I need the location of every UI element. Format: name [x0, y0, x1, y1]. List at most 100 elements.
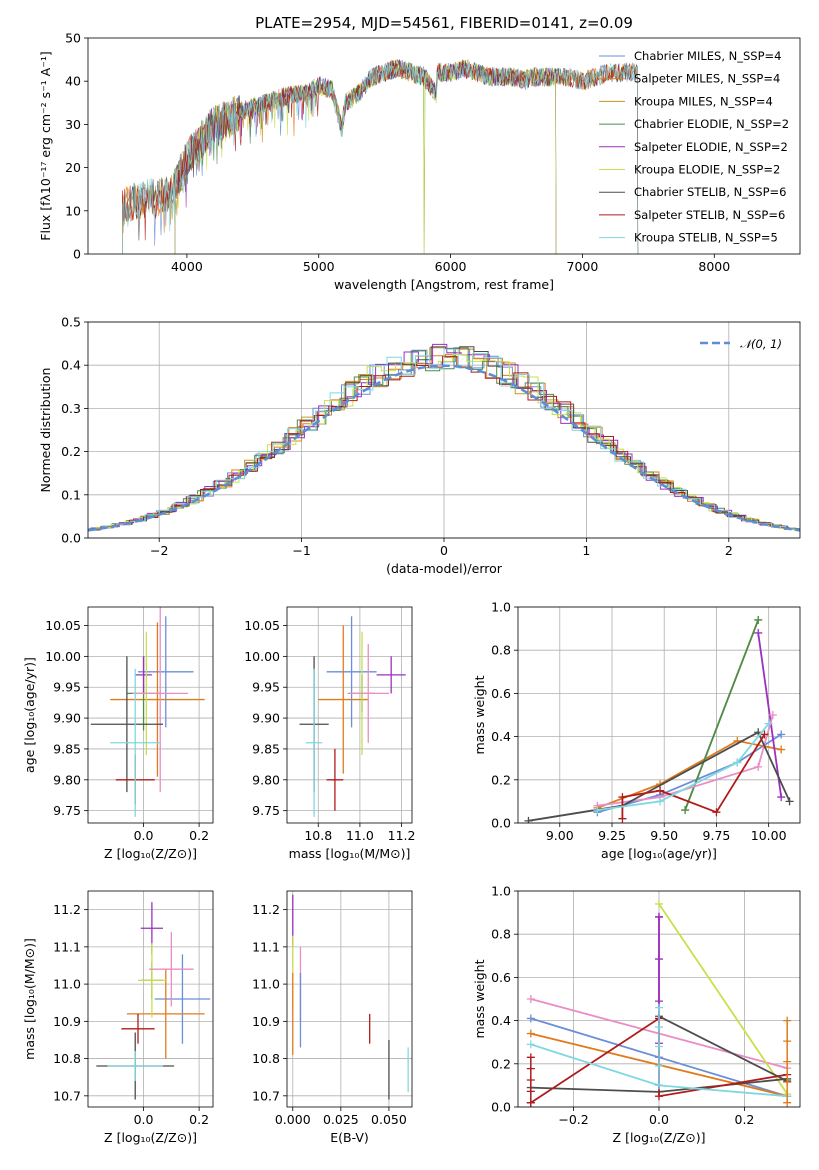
point-marker	[526, 1076, 535, 1084]
point-marker	[655, 1092, 663, 1101]
x-axis-label: mass [log₁₀(M/M⊙)]	[289, 846, 411, 861]
axes-frame	[87, 606, 214, 824]
legend-entry: Kroupa STELIB, N_SSP=5	[634, 231, 778, 245]
y-tick-label: 0.0	[491, 1100, 511, 1115]
y-tick-label: 10.8	[53, 1051, 81, 1066]
y-tick-label: 11.1	[252, 939, 280, 954]
x-tick-label: 9.75	[703, 828, 731, 843]
axes-frame	[517, 890, 801, 1108]
y-tick-label: 10.9	[252, 1014, 280, 1029]
x-tick-label: 0.050	[371, 1112, 407, 1127]
y-tick-label: 20	[65, 160, 81, 175]
y-axis-label: mass weight	[472, 959, 487, 1038]
errorbar-point	[132, 607, 188, 793]
y-tick-label: 0.3	[61, 401, 81, 416]
mass-vs-Z-panel: 0.0 0.2 10.7 10.8 10.9 11.0 11.1 11.2 Z [log₁₀(Z…	[22, 890, 214, 1145]
point-marker	[783, 1078, 792, 1087]
y-tick-label: 0.8	[491, 927, 511, 942]
errorbar-point	[347, 644, 390, 743]
y-tick-label: 9.90	[53, 711, 81, 726]
errorbar-point	[138, 943, 166, 1018]
y-tick-label: 0.4	[491, 1013, 511, 1028]
point-marker	[681, 806, 690, 815]
axes-frame	[286, 890, 413, 1108]
y-tick-label: 30	[65, 117, 81, 132]
errorbar-point	[376, 656, 406, 694]
y-tick-label: 9.85	[53, 741, 81, 756]
x-tick-label: 4000	[171, 259, 203, 274]
y-tick-label: 0.8	[491, 643, 511, 658]
y-axis-label: Normed distribution	[38, 368, 53, 493]
legend-entry: Kroupa ELODIE, N_SSP=2	[634, 163, 780, 177]
y-axis-label: mass [log₁₀(M/M⊙)]	[22, 938, 37, 1060]
point-marker	[526, 1053, 535, 1062]
y-tick-label: 10.00	[244, 649, 280, 664]
point-marker	[526, 1098, 535, 1107]
x-tick-label: 10.00	[751, 828, 787, 843]
x-axis-label: (data-model)/error	[386, 561, 503, 576]
x-tick-label: 8000	[698, 259, 730, 274]
errorbar-point	[107, 1051, 163, 1081]
point-marker	[526, 1029, 535, 1038]
y-tick-label: 1.0	[491, 600, 511, 615]
y-tick-label: 10.00	[45, 649, 81, 664]
errorbar-point	[110, 668, 161, 817]
plot-area	[88, 343, 800, 532]
x-tick-label: 0.2	[189, 1112, 209, 1127]
mass-weight-line	[658, 903, 788, 1095]
point-marker	[618, 793, 627, 802]
axes-frame	[87, 37, 801, 255]
x-tick-label: 0.025	[323, 1112, 359, 1127]
y-axis-label: Flux [fλ10⁻¹⁷ erg cm⁻² s⁻¹ A⁻¹]	[38, 51, 53, 240]
plot-area	[90, 607, 205, 817]
errorbar-point	[318, 625, 369, 774]
point-marker	[754, 615, 763, 624]
y-tick-label: 0.0	[61, 531, 81, 546]
point-marker	[655, 899, 663, 908]
mass-weight-line	[658, 1015, 788, 1082]
y-tick-label: 0	[73, 247, 81, 262]
y-tick-label: 0.6	[491, 970, 511, 985]
normal-reference-curve	[88, 364, 800, 532]
legend-entry: Chabrier ELODIE, N_SSP=2	[634, 117, 789, 131]
y-tick-label: 9.90	[252, 711, 280, 726]
legend-entry: Kroupa MILES, N_SSP=4	[634, 94, 773, 108]
point-marker	[526, 1040, 535, 1049]
massweight-vs-age-panel: 9.00 9.25 9.50 9.75 10.00 0.0 0.2 0.4 0.6 0.8 1.0 a…	[472, 600, 801, 861]
y-tick-label: 0.4	[61, 358, 81, 373]
mass-weight-line	[597, 733, 782, 814]
legend-entry: Chabrier MILES, N_SSP=4	[634, 49, 781, 63]
y-tick-label: 10.9	[53, 1014, 81, 1029]
y-tick-label: 0.2	[61, 444, 81, 459]
x-axis-label: wavelength [Angstrom, rest frame]	[334, 277, 554, 292]
x-axis-label: Z [log₁₀(Z/Z⊙)]	[613, 1130, 706, 1145]
x-tick-label: 10.8	[304, 828, 332, 843]
point-marker	[656, 797, 665, 806]
point-marker	[760, 730, 769, 739]
x-tick-label: 9.25	[598, 828, 626, 843]
y-tick-label: 10.7	[53, 1088, 81, 1103]
x-tick-label: 0.2	[189, 828, 209, 843]
spectrum-panel: 4000 5000 6000 7000 8000 0 10 20 30 40 50 wavelengt…	[38, 31, 801, 292]
plot-area	[299, 616, 406, 817]
point-marker	[655, 955, 663, 964]
point-marker	[656, 786, 665, 795]
y-tick-label: 11.2	[53, 902, 81, 917]
point-marker	[777, 745, 786, 754]
y-tick-label: 11.1	[53, 939, 81, 954]
y-tick-label: 1.0	[491, 884, 511, 899]
y-tick-label: 10.05	[45, 618, 81, 633]
y-tick-label: 10.7	[252, 1088, 280, 1103]
point-marker	[655, 912, 663, 921]
legend-entry: 𝒩(0, 1)	[740, 337, 782, 351]
y-tick-label: 9.95	[252, 680, 280, 695]
x-tick-label: 0.0	[134, 1112, 154, 1127]
y-tick-label: 10	[65, 203, 81, 218]
plot-area	[292, 894, 409, 1100]
point-marker	[777, 793, 786, 802]
point-marker	[524, 816, 533, 823]
x-tick-label: 2	[725, 543, 733, 558]
axes-frame	[286, 606, 413, 824]
